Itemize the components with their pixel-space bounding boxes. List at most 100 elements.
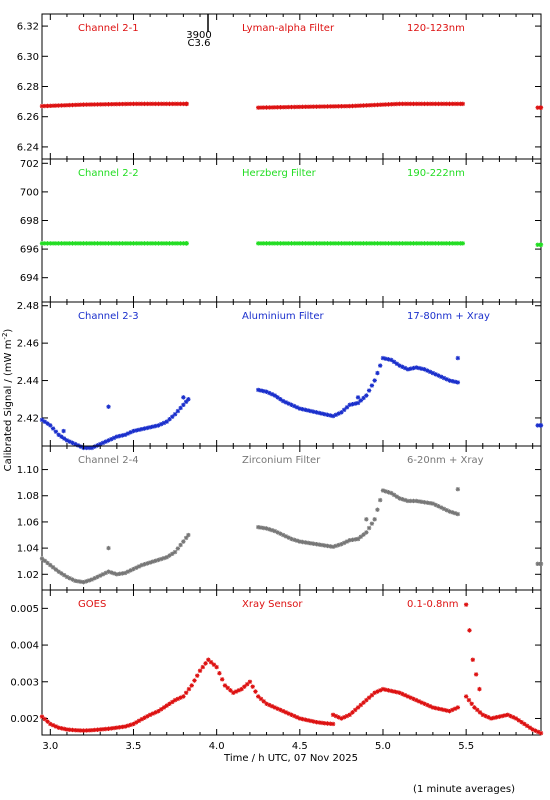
data-point xyxy=(139,101,144,107)
data-point xyxy=(128,722,133,728)
data-point xyxy=(305,408,311,413)
data-points xyxy=(39,101,544,110)
data-point xyxy=(375,507,380,512)
data-point xyxy=(78,102,84,107)
data-point xyxy=(294,104,300,110)
y-tick-label: 6.30 xyxy=(17,52,39,63)
data-point xyxy=(386,241,391,246)
data-point xyxy=(111,101,117,107)
data-point xyxy=(50,565,56,570)
data-point xyxy=(294,538,300,543)
data-point xyxy=(272,241,278,246)
data-point xyxy=(172,697,178,703)
data-point xyxy=(364,697,369,703)
data-point xyxy=(341,407,347,413)
data-point xyxy=(233,689,239,694)
data-point-outlier xyxy=(106,545,111,551)
data-point xyxy=(258,105,264,110)
data-point xyxy=(425,101,430,107)
data-point xyxy=(358,702,364,708)
data-point-outlier xyxy=(473,672,479,677)
data-point xyxy=(450,101,455,107)
panel-filter-label: Lyman-alpha Filter xyxy=(242,23,335,34)
data-point xyxy=(161,705,167,710)
y-tick-label: 700 xyxy=(20,187,39,198)
data-point-outlier xyxy=(355,536,361,542)
data-point-outlier xyxy=(181,395,186,400)
data-point xyxy=(524,723,530,729)
data-point xyxy=(411,696,416,702)
data-point xyxy=(389,102,394,107)
data-point xyxy=(125,241,131,246)
panel-2: 694 696 698 700 702 Channel 2-2 Herzberg Filte… xyxy=(20,158,544,303)
data-point xyxy=(297,716,303,721)
data-point xyxy=(322,241,327,246)
data-point xyxy=(53,241,59,246)
data-point xyxy=(59,241,64,246)
data-point xyxy=(380,102,386,107)
data-point xyxy=(330,104,336,109)
data-point xyxy=(131,566,136,572)
data-point xyxy=(217,671,222,676)
data-point xyxy=(300,104,305,110)
data-point xyxy=(455,511,461,517)
data-point xyxy=(353,401,358,406)
data-point xyxy=(405,694,411,699)
data-point xyxy=(491,715,497,721)
data-point xyxy=(319,542,325,548)
data-point xyxy=(39,556,45,561)
data-point xyxy=(427,704,433,709)
data-point xyxy=(161,420,167,426)
data-point xyxy=(67,439,72,444)
data-point xyxy=(134,101,139,107)
data-point xyxy=(405,498,411,504)
data-point xyxy=(394,494,400,499)
data-point xyxy=(208,659,214,665)
data-point xyxy=(361,700,366,705)
data-point xyxy=(460,241,466,246)
data-point xyxy=(433,502,438,508)
data-point xyxy=(98,102,103,107)
data-point xyxy=(436,504,441,509)
data-point xyxy=(264,526,269,531)
data-point xyxy=(45,719,50,724)
data-point xyxy=(339,716,344,721)
data-point xyxy=(378,241,383,246)
data-point xyxy=(358,398,364,403)
data-point xyxy=(142,715,147,720)
data-point xyxy=(175,101,181,107)
data-point xyxy=(447,241,452,246)
data-point xyxy=(84,445,89,451)
data-point xyxy=(475,707,480,713)
data-point xyxy=(156,708,161,714)
data-point xyxy=(325,241,330,246)
data-point xyxy=(414,101,419,107)
data-point xyxy=(186,532,191,538)
data-point xyxy=(389,241,394,246)
panel-4: 1.02 1.04 1.06 1.08 1.10 Channel 2-4 Zirconium… xyxy=(17,445,544,591)
data-point xyxy=(161,241,167,246)
panel-1: 6.24 6.26 6.28 6.30 6.32 Channel 2-1 Lyman-alp… xyxy=(17,13,544,160)
y-tick-label: 1.06 xyxy=(17,517,39,528)
data-point xyxy=(391,689,397,694)
data-point xyxy=(513,716,519,721)
data-point xyxy=(341,241,347,246)
data-point xyxy=(463,694,469,699)
data-point xyxy=(78,728,84,733)
data-point xyxy=(283,241,289,246)
data-point xyxy=(150,101,156,107)
panel-channel-label: Channel 2-1 xyxy=(78,23,139,34)
data-point xyxy=(308,104,314,109)
data-point xyxy=(267,527,272,532)
panel-channel-label: Channel 2-3 xyxy=(78,311,139,322)
panel-filter-label: Herzberg Filter xyxy=(242,168,317,179)
data-point-outlier xyxy=(364,517,369,522)
data-point xyxy=(48,241,53,246)
event-marker-label-top: 3900 xyxy=(186,30,211,41)
data-point xyxy=(303,407,308,413)
data-point xyxy=(286,104,291,110)
y-axis-label-exponent: -2 xyxy=(1,333,9,340)
data-point xyxy=(294,241,300,246)
data-point xyxy=(178,695,183,700)
data-point xyxy=(189,683,194,688)
